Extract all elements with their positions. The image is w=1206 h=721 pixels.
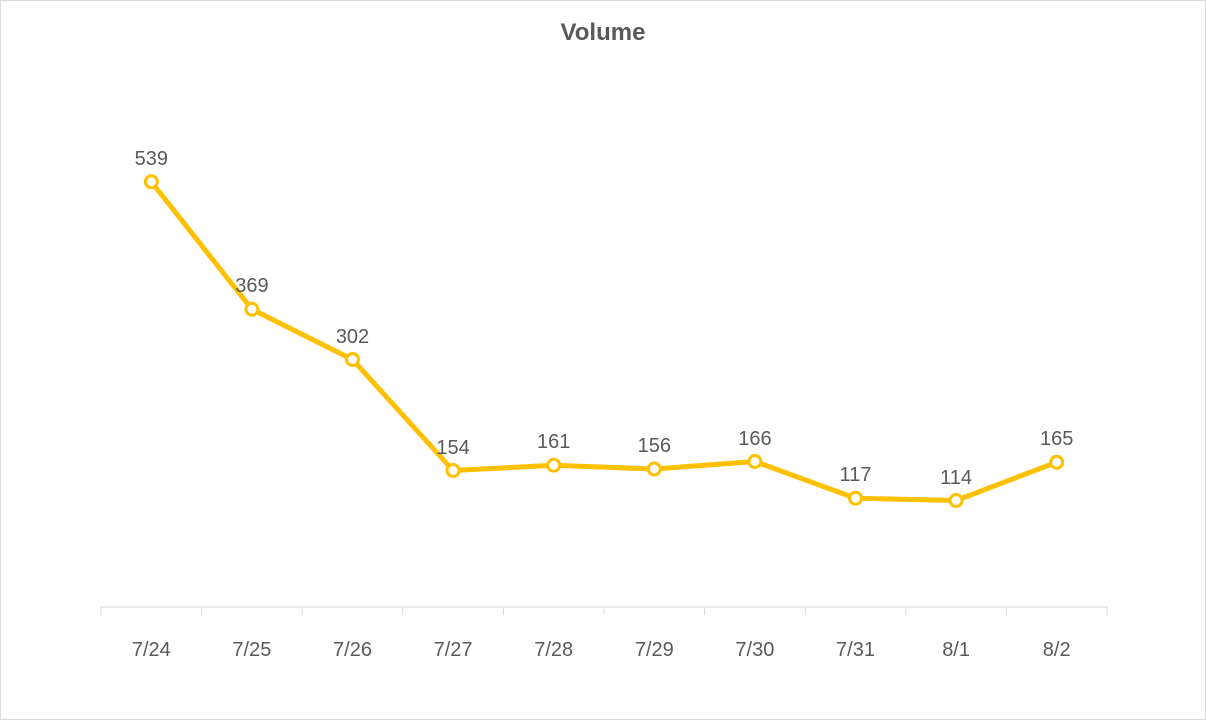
x-axis-label: 7/27	[434, 639, 473, 662]
data-point-label: 165	[1040, 428, 1073, 451]
data-point-label: 154	[436, 437, 469, 460]
x-axis-label: 7/26	[333, 639, 372, 662]
x-axis-label: 8/2	[1043, 639, 1071, 662]
chart-svg	[1, 1, 1206, 721]
data-point-label: 117	[840, 464, 872, 487]
volume-line-chart: Volume 7/247/257/267/277/287/297/307/318…	[0, 0, 1206, 720]
x-axis-label: 7/24	[132, 639, 171, 662]
data-point-label: 156	[638, 435, 671, 458]
data-point-label: 114	[940, 467, 972, 490]
x-axis-label: 7/31	[836, 639, 875, 662]
x-axis-label: 7/28	[534, 639, 573, 662]
x-axis-label: 7/29	[635, 639, 674, 662]
x-axis-label: 7/25	[232, 639, 271, 662]
data-point-label: 302	[336, 326, 369, 349]
data-point-label: 369	[235, 275, 268, 298]
data-point-label: 161	[537, 431, 570, 454]
data-point-label: 539	[135, 148, 168, 171]
x-axis-label: 7/30	[735, 639, 774, 662]
data-point-label: 166	[738, 428, 771, 451]
x-axis-label: 8/1	[942, 639, 970, 662]
